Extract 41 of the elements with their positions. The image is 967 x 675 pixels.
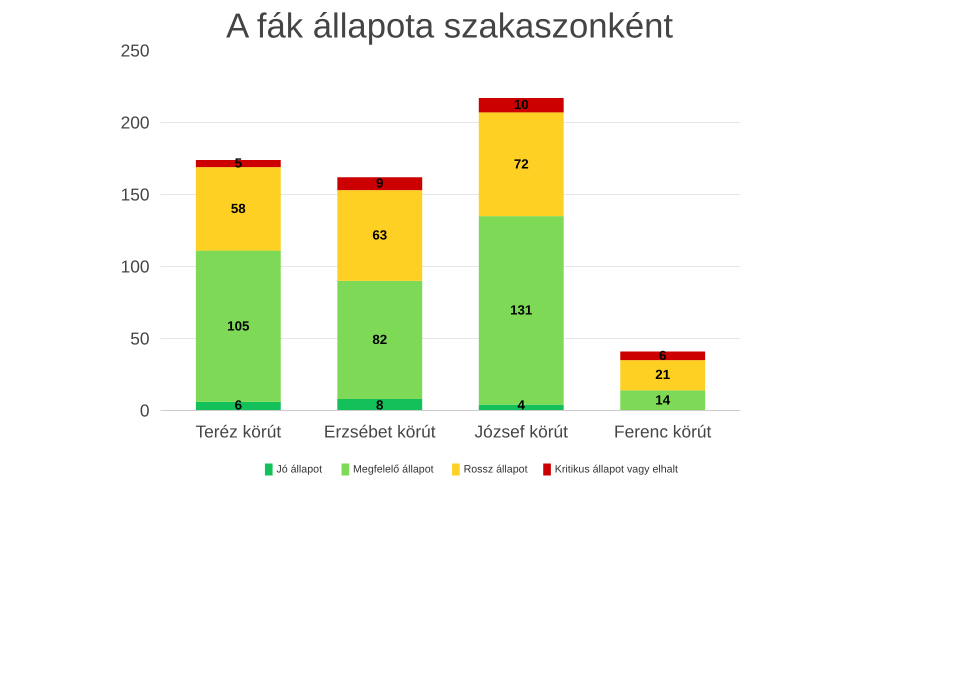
bar: [620, 390, 706, 410]
data-label: 21: [655, 367, 671, 382]
bar: [620, 360, 706, 390]
x-tick-label: Ferenc körút: [614, 422, 712, 442]
data-label: 131: [510, 302, 533, 318]
legend-label: Megfelelő állapot: [353, 464, 434, 476]
data-label: 105: [227, 318, 250, 334]
data-label: 63: [372, 228, 388, 243]
y-tick-label: 100: [120, 256, 150, 276]
x-tick-label: Teréz körút: [195, 422, 282, 442]
data-label: 10: [514, 97, 529, 112]
data-label: 6: [234, 398, 242, 412]
bar: [620, 351, 706, 360]
chart-title: A fák állapota szakaszonként: [226, 8, 674, 46]
legend-label: Jó állapot: [276, 464, 322, 476]
y-tick-label: 150: [120, 184, 150, 204]
bar: [478, 112, 564, 216]
x-tick-label: Erzsébet körút: [324, 422, 436, 442]
y-tick-label: 200: [120, 112, 150, 132]
x-tick-label: József körút: [474, 422, 568, 442]
bar: [196, 160, 281, 168]
y-tick-label: 250: [120, 40, 150, 60]
y-tick-label: 0: [140, 400, 150, 420]
data-label: 82: [372, 332, 388, 347]
bar: [478, 98, 564, 112]
data-label: 6: [658, 348, 666, 363]
data-label: 9: [376, 176, 384, 191]
data-label: 14: [655, 392, 671, 408]
data-label: 8: [376, 398, 384, 412]
bar: [337, 177, 422, 190]
data-label: 72: [514, 156, 529, 172]
bar: [337, 280, 422, 399]
legend-label: Kritikus állapot vagy elhalt: [554, 464, 678, 476]
y-tick-label: 50: [130, 328, 150, 348]
bar: [337, 190, 422, 281]
bar: [196, 167, 281, 251]
legend-label: Rossz állapot: [464, 464, 528, 476]
data-label: 5: [234, 156, 243, 171]
bar: [337, 398, 422, 410]
bar: [196, 250, 281, 402]
data-label: 58: [230, 200, 246, 216]
